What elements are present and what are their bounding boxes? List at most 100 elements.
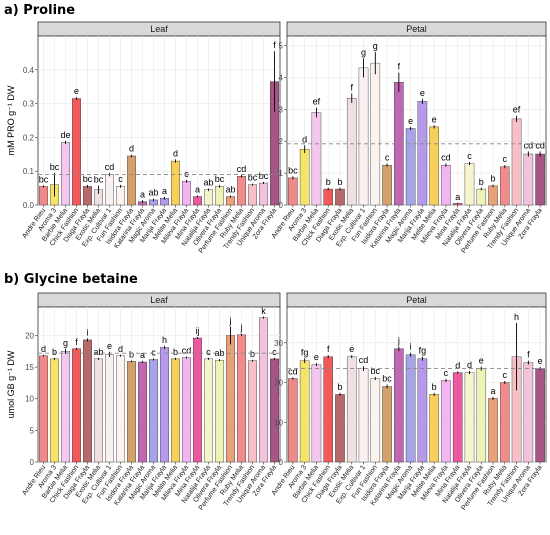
facet-strip-label: Petal — [406, 295, 427, 305]
y-tick-label: 30 — [274, 339, 283, 348]
bar — [39, 186, 48, 206]
y-tick-label: 3 — [279, 105, 284, 114]
bar — [405, 354, 416, 463]
significance-letter: bc — [50, 162, 60, 172]
bar — [226, 335, 235, 463]
significance-letter: ab — [148, 188, 158, 198]
significance-letter: k — [261, 306, 266, 316]
bar — [441, 164, 451, 206]
bar — [116, 186, 125, 206]
significance-letter: e — [314, 352, 319, 362]
significance-letter: cd — [182, 346, 192, 356]
significance-letter: e — [420, 88, 425, 98]
y-tick-label: 15 — [25, 363, 34, 372]
bar — [535, 368, 545, 463]
bar — [288, 177, 298, 206]
bar — [464, 372, 475, 463]
bar — [160, 347, 169, 463]
significance-letter: f — [75, 337, 78, 347]
bar — [237, 334, 246, 463]
bar — [204, 358, 213, 463]
bar — [61, 351, 70, 463]
significance-letter: fg — [419, 346, 427, 356]
bar — [259, 317, 268, 463]
bar — [299, 148, 310, 206]
significance-letter: i — [410, 342, 412, 352]
significance-letter: b — [432, 382, 437, 392]
bar — [171, 358, 180, 463]
significance-letter: d — [302, 134, 307, 144]
bar — [535, 153, 545, 206]
bar — [323, 356, 333, 463]
significance-letter: ab — [203, 177, 213, 187]
facet-strip-label: Leaf — [150, 24, 168, 34]
bar — [248, 360, 257, 463]
bar — [215, 359, 224, 463]
significance-letter: b — [52, 347, 57, 357]
significance-letter: cd — [237, 164, 247, 174]
bar — [452, 372, 463, 463]
bar — [39, 355, 48, 463]
y-tick-label: 0.3 — [23, 100, 35, 109]
bar — [259, 182, 268, 206]
y-tick-label: 4 — [279, 73, 284, 82]
significance-letter: c — [503, 370, 508, 380]
bar — [346, 356, 357, 463]
significance-letter: e — [432, 114, 437, 124]
y-tick-label: 0 — [30, 458, 35, 467]
significance-letter: bc — [83, 174, 93, 184]
significance-letter: a — [140, 350, 145, 360]
y-tick-label: 0 — [279, 458, 284, 467]
significance-letter: ab — [214, 348, 224, 358]
significance-letter: d — [129, 144, 134, 154]
bar — [127, 361, 136, 463]
bar — [105, 354, 114, 463]
significance-letter: f — [273, 40, 276, 50]
y-tick-label: 2 — [279, 137, 284, 146]
significance-letter: cd — [359, 355, 369, 365]
significance-letter: d — [173, 148, 178, 158]
significance-letter: c — [272, 347, 277, 357]
significance-letter: b — [491, 174, 496, 184]
chart-0: a) Proline mM PRO g⁻¹ DW Leaf 0.0 0.1 0.2 0.3 0… — [4, 3, 547, 255]
bar — [417, 358, 428, 463]
significance-letter: g — [373, 41, 378, 51]
bar — [171, 160, 180, 206]
significance-letter: cd — [441, 153, 451, 163]
significance-letter: bc — [382, 374, 392, 384]
bar — [311, 364, 322, 463]
bar — [335, 394, 345, 463]
significance-letter: e — [538, 356, 543, 366]
significance-letter: c — [444, 368, 449, 378]
y-tick-label: 20 — [274, 379, 283, 388]
bar — [226, 196, 235, 206]
significance-letter: bc — [94, 175, 104, 185]
bar — [323, 188, 333, 206]
significance-letter: bc — [39, 174, 49, 184]
significance-letter: ef — [313, 97, 321, 107]
bar — [248, 184, 257, 206]
significance-letter: c — [118, 174, 123, 184]
bar — [511, 118, 522, 206]
significance-letter: e — [74, 86, 79, 96]
significance-letter: e — [408, 116, 413, 126]
bar — [464, 163, 475, 206]
chart-1: b) Glycine betaine umol GB g⁻¹ DW Leaf 0 5 10… — [4, 272, 547, 512]
bar — [138, 361, 147, 463]
significance-letter: g — [63, 338, 68, 348]
bar — [394, 348, 404, 463]
significance-letter: a — [162, 186, 167, 196]
bar — [193, 196, 202, 206]
y-tick-label: 0.4 — [23, 66, 35, 75]
significance-letter: i — [87, 327, 89, 337]
significance-letter: g — [361, 47, 366, 57]
bar — [346, 97, 357, 206]
bar — [500, 382, 510, 463]
significance-letter: a — [195, 185, 200, 195]
bar — [149, 359, 158, 463]
bar — [370, 378, 381, 463]
bar — [237, 176, 246, 206]
